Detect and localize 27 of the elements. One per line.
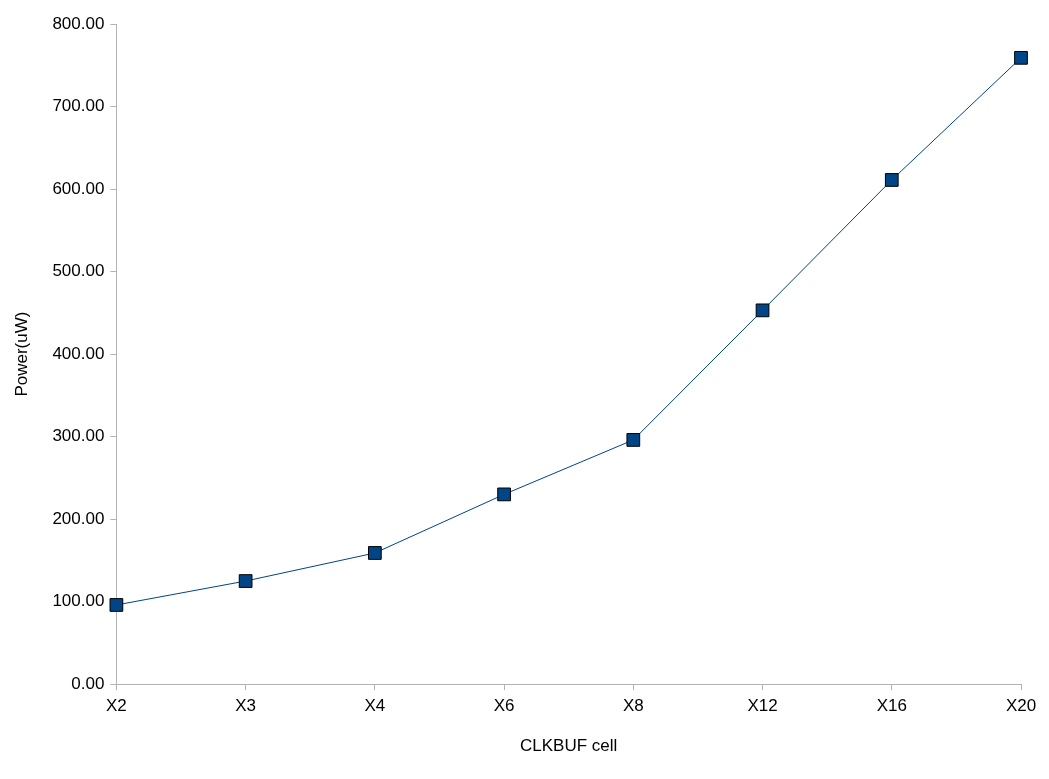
y-axis-title: Power(uW) [11,311,31,397]
x-tick-label: X20 [1005,696,1037,716]
x-tick-label: X3 [235,696,257,716]
y-tick-label: 200.00 [52,508,105,528]
x-tick-label: X8 [622,696,644,716]
y-tick-label: 800.00 [52,13,105,33]
y-tick-label: 100.00 [52,591,105,611]
y-tick-label: 600.00 [52,178,105,198]
y-tick-label: 400.00 [52,343,105,363]
x-tick-label: X4 [364,696,386,716]
point [1014,50,1028,65]
x-tick-label: X12 [747,696,778,716]
x-tick-label: X16 [876,696,907,716]
x-axis-title: CLKBUF cell [520,736,618,756]
y-tick-label: 0.00 [71,673,105,693]
point [755,303,770,318]
point [884,173,899,187]
point [367,546,382,560]
x-tick-label: X2 [106,696,127,716]
y-tick-label: 700.00 [52,96,105,116]
point [497,487,511,502]
point [626,433,641,447]
point [109,598,124,612]
y-tick-label: 300.00 [52,426,105,446]
point [238,574,253,588]
y-tick-label: 500.00 [52,261,105,281]
x-tick-label: X6 [493,696,515,716]
